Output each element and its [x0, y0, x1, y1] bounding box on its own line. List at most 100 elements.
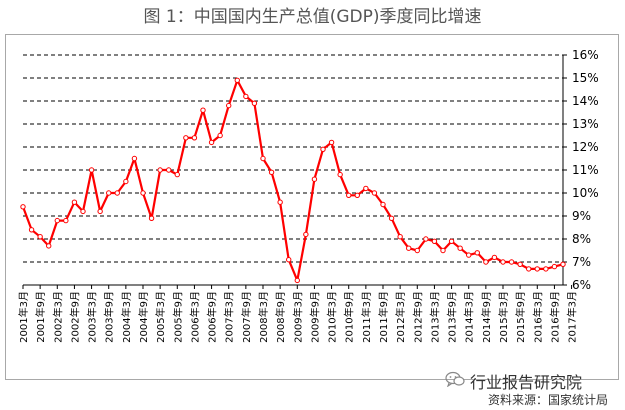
- data-point: [80, 208, 86, 215]
- x-tick-label: 2016年3月: [531, 291, 544, 343]
- data-point: [320, 146, 326, 153]
- y-tick-label: 14%: [572, 94, 599, 108]
- data-point: [28, 227, 35, 233]
- y-tick-label: 9%: [572, 209, 591, 223]
- y-tick-label: 10%: [572, 186, 599, 200]
- data-point: [337, 171, 343, 178]
- data-point: [63, 217, 69, 224]
- data-point: [88, 167, 95, 173]
- x-tick-label: 2006年3月: [188, 291, 201, 343]
- data-point: [251, 100, 258, 107]
- y-tick-label: 16%: [572, 48, 599, 62]
- x-tick-label: 2015年3月: [497, 291, 510, 343]
- wechat-icon: [445, 371, 465, 387]
- data-point: [123, 178, 129, 185]
- data-point: [500, 259, 506, 265]
- data-point: [191, 135, 198, 141]
- data-point: [328, 139, 335, 146]
- data-point: [354, 192, 360, 199]
- y-tick-label: 12%: [572, 140, 599, 154]
- y-tick-label: 15%: [572, 71, 599, 85]
- x-tick-label: 2009年3月: [291, 291, 304, 343]
- x-tick-label: 2013年9月: [446, 291, 459, 343]
- data-point: [286, 257, 292, 263]
- data-point: [106, 190, 112, 196]
- data-point: [37, 234, 43, 240]
- x-tick-label: 2007年3月: [223, 291, 236, 343]
- data-point: [71, 199, 78, 205]
- data-point: [457, 245, 463, 251]
- data-point: [174, 171, 180, 178]
- source-note: 资料来源：国家统计局: [488, 393, 609, 407]
- data-point: [148, 215, 155, 222]
- data-point: [448, 238, 455, 245]
- x-tick-label: 2011年9月: [377, 291, 390, 343]
- data-point: [526, 266, 532, 272]
- data-point: [414, 247, 420, 254]
- x-tick-label: 2004年9月: [137, 291, 150, 343]
- data-point: [20, 204, 26, 210]
- data-point: [243, 93, 249, 100]
- x-tick-label: 2001年9月: [34, 291, 47, 343]
- data-point: [114, 190, 120, 196]
- x-tick-label: 2004年3月: [120, 291, 133, 343]
- chart-title: 图 1：中国国内生产总值(GDP)季度同比增速: [143, 7, 482, 27]
- data-point: [560, 261, 566, 268]
- x-tick-label: 2003年9月: [103, 291, 116, 343]
- data-point: [54, 217, 60, 224]
- data-point: [183, 135, 189, 141]
- data-point: [534, 266, 540, 272]
- line-chart: 6% 7% 8% 9% 10% 11% 12% 13% 14% 15% 16% 2001年3月 2001…: [17, 48, 599, 343]
- data-point: [46, 243, 52, 249]
- data-point: [311, 176, 318, 182]
- data-point: [388, 215, 395, 222]
- x-tick-label: 2001年3月: [17, 291, 30, 343]
- x-tick-label: 2005年3月: [154, 291, 167, 343]
- data-point: [371, 190, 378, 196]
- x-tick-label: 2002年3月: [51, 291, 64, 343]
- data-point: [200, 107, 206, 113]
- x-tick-label: 2014年3月: [463, 291, 476, 343]
- y-tick-label: 8%: [572, 232, 591, 246]
- y-tick-label: 11%: [572, 163, 599, 177]
- x-tick-label: 2009年9月: [308, 291, 321, 343]
- x-tick-label: 2011年3月: [360, 291, 373, 343]
- x-tick-label: 2008年3月: [257, 291, 270, 343]
- x-tick-label: 2006年9月: [206, 291, 219, 343]
- gdp-growth-line: [21, 79, 564, 282]
- data-point: [431, 238, 438, 245]
- data-point: [363, 185, 369, 192]
- data-point: [406, 245, 412, 251]
- data-point: [294, 277, 300, 284]
- data-point: [346, 192, 352, 199]
- data-point: [466, 252, 472, 258]
- x-tick-label: 2010年9月: [343, 291, 356, 343]
- data-point: [208, 139, 215, 146]
- data-point: [277, 199, 283, 205]
- data-point: [397, 234, 403, 240]
- data-point: [97, 208, 103, 215]
- x-tick-label: 2010年3月: [326, 291, 339, 343]
- data-point: [140, 190, 146, 196]
- data-point: [234, 77, 240, 83]
- watermark-text: 行业报告研究院: [470, 373, 583, 392]
- data-point: [423, 236, 429, 242]
- data-point: [166, 167, 172, 173]
- x-tick-label: 2012年9月: [411, 291, 424, 343]
- data-point: [303, 231, 309, 238]
- data-point: [474, 250, 480, 256]
- y-tick-label: 7%: [572, 255, 591, 269]
- data-point: [131, 155, 138, 162]
- data-point: [380, 201, 386, 208]
- x-tick-label: 2005年9月: [171, 291, 184, 343]
- x-tick-label: 2007年9月: [240, 291, 253, 343]
- data-point: [157, 167, 163, 173]
- x-tick-label: 2003年3月: [86, 291, 99, 343]
- data-point: [268, 169, 275, 176]
- data-point: [260, 155, 266, 162]
- data-point: [440, 247, 446, 254]
- data-point: [508, 259, 515, 265]
- x-tick-label: 2008年9月: [274, 291, 287, 343]
- chart-frame: 6% 7% 8% 9% 10% 11% 12% 13% 14% 15% 16% 2001年3月 2001…: [5, 34, 619, 380]
- y-tick-label: 6%: [572, 278, 591, 292]
